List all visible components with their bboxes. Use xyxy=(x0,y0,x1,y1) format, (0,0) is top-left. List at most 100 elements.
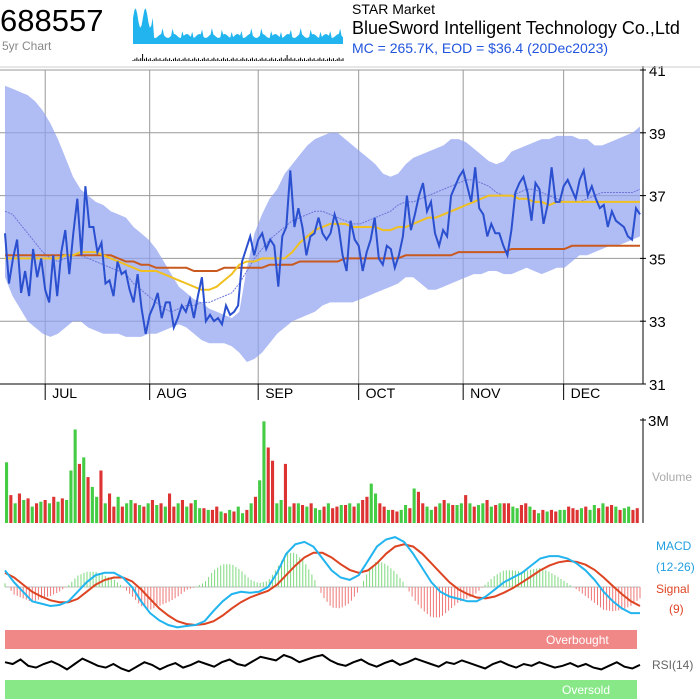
volume-bar xyxy=(614,506,618,523)
volume-bar xyxy=(189,503,193,523)
volume-bar xyxy=(395,511,399,523)
volume-bar xyxy=(279,500,283,523)
volume-bar xyxy=(571,508,575,523)
slow-moving-average-line xyxy=(5,244,640,272)
price-tick-label: 41 xyxy=(649,63,666,80)
price-panel: 41 39 37 35 33 31 JUL AUG SEP OCT NOV DEC xyxy=(0,63,700,401)
volume-bar xyxy=(39,501,43,523)
volume-bar xyxy=(425,506,429,523)
volume-bar xyxy=(163,506,167,523)
mini-price-area xyxy=(133,8,343,45)
volume-bar xyxy=(348,503,352,523)
volume-bar xyxy=(382,506,386,523)
macd-panel: MACD (12-26) Signal (9) xyxy=(4,536,695,629)
volume-bar xyxy=(549,509,553,523)
volume-bar xyxy=(219,511,223,523)
volume-bar xyxy=(339,505,343,523)
volume-bar xyxy=(442,500,446,523)
volume-bar xyxy=(408,508,412,523)
volume-bar xyxy=(271,460,275,523)
volume-bar xyxy=(361,500,365,523)
market-label: STAR Market xyxy=(352,1,435,17)
month-label: OCT xyxy=(366,385,396,401)
volume-bar xyxy=(597,508,601,523)
volume-bar xyxy=(631,509,635,523)
signal-label: Signal xyxy=(656,582,689,596)
volume-bar xyxy=(262,421,266,523)
price-tick-label: 39 xyxy=(649,126,666,143)
volume-bar xyxy=(112,506,116,523)
volume-bar xyxy=(245,509,249,523)
volume-bar xyxy=(519,505,523,523)
volume-bar xyxy=(47,503,51,523)
volume-bar xyxy=(116,496,120,524)
volume-bar xyxy=(236,506,240,523)
volume-bar xyxy=(56,501,60,523)
volume-bar xyxy=(296,503,300,523)
volume-bar xyxy=(266,447,270,523)
volume-bar xyxy=(228,509,232,523)
month-label: NOV xyxy=(470,385,501,401)
volume-bar xyxy=(258,480,262,523)
volume-bar xyxy=(202,508,206,523)
volume-bar xyxy=(498,503,502,523)
volume-bar xyxy=(472,506,476,523)
volume-bar xyxy=(489,506,493,523)
volume-bar xyxy=(69,470,73,523)
volume-bar xyxy=(249,503,253,523)
volume-bar xyxy=(180,500,184,523)
volume-bar xyxy=(378,503,382,523)
volume-bar xyxy=(507,503,511,523)
volume-bars xyxy=(5,418,646,524)
oversold-label: Oversold xyxy=(562,683,610,697)
volume-bar xyxy=(60,498,64,523)
volume-bar xyxy=(82,457,86,523)
volume-bar xyxy=(210,509,214,523)
volume-bar xyxy=(43,500,47,523)
volume-bar xyxy=(90,486,94,523)
company-name: BlueSword Intelligent Technology Co.,Ltd xyxy=(352,18,680,38)
volume-bar xyxy=(502,503,506,523)
volume-bar xyxy=(601,503,605,523)
volume-bar xyxy=(142,506,146,523)
volume-bar xyxy=(399,509,403,523)
volume-panel: 3M Volume xyxy=(5,413,692,524)
volume-bar xyxy=(133,503,137,523)
volume-bar xyxy=(481,503,485,523)
mini-chart[interactable] xyxy=(132,0,344,62)
volume-bar xyxy=(30,506,34,523)
volume-bar xyxy=(313,508,317,523)
volume-bar xyxy=(172,506,176,523)
volume-bar xyxy=(567,506,571,523)
volume-bar xyxy=(95,496,99,524)
volume-bar xyxy=(421,503,425,523)
volume-bar xyxy=(13,503,17,523)
rsi-label: RSI(14) xyxy=(652,658,693,672)
volume-axis-max: 3M xyxy=(648,413,669,430)
volume-bar xyxy=(618,509,622,523)
price-tick-label: 37 xyxy=(649,189,666,206)
volume-bar xyxy=(434,506,438,523)
volume-bar xyxy=(412,488,416,523)
signal-params: (9) xyxy=(669,602,684,616)
volume-bar xyxy=(322,506,326,523)
volume-bar xyxy=(241,513,245,523)
volume-bar xyxy=(524,503,528,523)
volume-bar xyxy=(103,503,107,523)
month-label: AUG xyxy=(157,385,187,401)
volume-bar xyxy=(193,500,197,523)
rsi-line xyxy=(4,653,641,673)
ticker-symbol: 688557 xyxy=(0,3,103,38)
overbought-band xyxy=(5,630,637,649)
volume-bar xyxy=(150,500,154,523)
volume-bar xyxy=(605,506,609,523)
volume-bar xyxy=(9,495,13,523)
volume-bar xyxy=(627,506,631,523)
volume-bar xyxy=(86,477,90,523)
volume-bar xyxy=(168,493,172,523)
volume-bar xyxy=(344,505,348,523)
volume-bar xyxy=(146,503,150,523)
volume-bar xyxy=(65,500,69,523)
volume-bar xyxy=(459,503,463,523)
volume-bar xyxy=(438,503,442,523)
